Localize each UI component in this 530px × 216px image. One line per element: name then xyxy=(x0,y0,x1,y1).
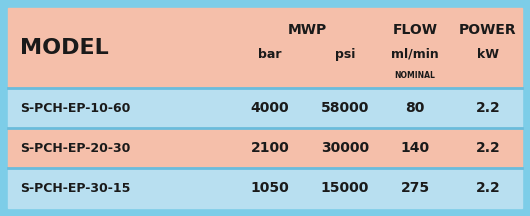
Bar xyxy=(8,168,522,208)
Text: bar: bar xyxy=(258,48,282,61)
Bar xyxy=(8,88,522,128)
Text: MWP: MWP xyxy=(288,23,327,37)
Text: 2.2: 2.2 xyxy=(475,141,500,155)
Text: POWER: POWER xyxy=(459,23,517,37)
Text: 58000: 58000 xyxy=(321,101,369,115)
Text: kW: kW xyxy=(477,48,499,61)
Text: 30000: 30000 xyxy=(321,141,369,155)
Text: ml/min: ml/min xyxy=(391,48,439,61)
Text: S-PCH-EP-20-30: S-PCH-EP-20-30 xyxy=(20,141,130,154)
Bar xyxy=(8,8,522,88)
Bar xyxy=(8,128,522,168)
Text: NOMINAL: NOMINAL xyxy=(394,71,436,80)
Text: psi: psi xyxy=(335,48,355,61)
Text: 2.2: 2.2 xyxy=(475,181,500,195)
Text: 4000: 4000 xyxy=(251,101,289,115)
Text: 2100: 2100 xyxy=(251,141,289,155)
Text: MODEL: MODEL xyxy=(20,38,109,58)
Text: 15000: 15000 xyxy=(321,181,369,195)
Text: FLOW: FLOW xyxy=(393,23,437,37)
Text: S-PCH-EP-30-15: S-PCH-EP-30-15 xyxy=(20,181,130,194)
Text: 140: 140 xyxy=(401,141,429,155)
Text: 1050: 1050 xyxy=(251,181,289,195)
Text: 275: 275 xyxy=(401,181,429,195)
Text: S-PCH-EP-10-60: S-PCH-EP-10-60 xyxy=(20,102,130,114)
Text: 80: 80 xyxy=(405,101,425,115)
Text: 2.2: 2.2 xyxy=(475,101,500,115)
